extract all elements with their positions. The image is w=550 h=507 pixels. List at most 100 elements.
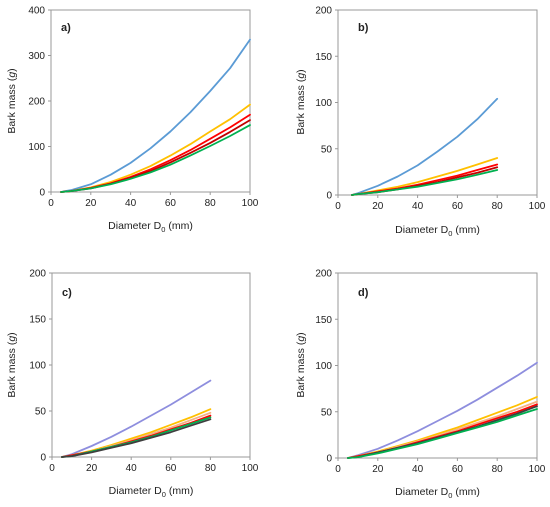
panel-a-ytick-label: 100 (28, 142, 45, 153)
panel-b-xtick-label: 0 (335, 201, 341, 212)
panel-b-ylabel-var: g (295, 73, 307, 79)
panel-a-ytick-label: 200 (28, 97, 45, 108)
panel-b-ylabel-prefix: Bark mass ( (295, 78, 307, 135)
panel-a-xlabel-main: Diameter D (108, 220, 162, 232)
panel-d-ytick-label: 0 (326, 454, 332, 465)
panel-c-xtick-label: 20 (86, 463, 98, 474)
panel-d-ylabel-prefix: Bark mass ( (295, 341, 307, 398)
panel-c-xtick-label: 60 (165, 463, 177, 474)
panel-d-xtick-label: 20 (372, 464, 384, 475)
panel-d-ylabel-var: g (295, 336, 307, 342)
panel-a-xtick-label: 40 (125, 198, 137, 209)
panel-d-ylabel-suffix: ) (295, 332, 307, 336)
panel-a-xlabel-sub: 0 (161, 225, 165, 234)
panel-b-xlabel-unit: (mm) (452, 224, 479, 236)
panel-c-ylabel: Bark mass (g) (6, 332, 18, 397)
panel-a-ylabel-suffix: ) (6, 68, 18, 72)
panel-d-xtick-label: 0 (335, 464, 341, 475)
panel-b-xtick-label: 40 (412, 201, 424, 212)
panel-b-xlabel: Diameter D0 (mm) (395, 224, 480, 238)
panel-c-series-3-line (61, 411, 212, 458)
panel-a-ylabel: Bark mass (g) (6, 68, 18, 133)
panel-b-xtick-label: 80 (492, 201, 504, 212)
panel-b-ylabel: Bark mass (g) (295, 69, 307, 134)
panel-d-xtick-label: 40 (412, 464, 424, 475)
panel-c-ytick-label: 0 (40, 453, 46, 464)
panel-a-frame (50, 9, 251, 193)
panel-b-ytick-label: 50 (321, 144, 333, 155)
panel-d-xlabel-main: Diameter D (395, 486, 449, 498)
panel-a-ylabel-var: g (6, 72, 18, 78)
panel-c-xlabel: Diameter D0 (mm) (109, 485, 194, 499)
panel-a-xtick-label: 100 (242, 198, 259, 209)
panel-d-label: d) (358, 287, 369, 299)
panel-b-series-5-line (350, 169, 499, 196)
panel-c-xtick-label: 0 (49, 463, 55, 474)
panel-a-series-4-line (60, 119, 251, 193)
panel-c-xlabel-main: Diameter D (109, 485, 163, 497)
panel-a: a) Diameter D0 (mm) Bark mass (g) 0 20 40 6… (6, 6, 259, 235)
panel-c-xtick-label: 80 (205, 463, 217, 474)
panel-c-ylabel-prefix: Bark mass ( (6, 341, 18, 398)
panel-b-xlabel-sub: 0 (448, 229, 452, 238)
panel-b-xtick-label: 100 (529, 201, 546, 212)
panel-b-label: b) (358, 22, 369, 34)
panel-d-xtick-label: 100 (529, 464, 546, 475)
panel-c-ytick-label: 200 (29, 269, 46, 280)
panel-d-xtick-label: 60 (452, 464, 464, 475)
panel-b-ytick-label: 200 (315, 6, 332, 17)
panel-b-series-2-line (350, 157, 499, 196)
panel-c-label: c) (62, 287, 72, 299)
panel-a-label: a) (61, 22, 71, 34)
panel-b-ytick-label: 0 (326, 191, 332, 202)
panel-c-xtick-label: 40 (126, 463, 138, 474)
panel-d-ytick-label: 100 (315, 361, 332, 372)
panel-b-ytick-label: 150 (315, 52, 332, 63)
panel-b-frame (337, 9, 538, 196)
panel-a-series-1-line (62, 38, 251, 193)
panel-d-xlabel: Diameter D0 (mm) (395, 486, 480, 500)
panel-c-xlabel-unit: (mm) (166, 485, 193, 497)
panel-a-xtick-label: 80 (205, 198, 217, 209)
panel-c-xlabel-sub: 0 (162, 490, 166, 499)
panel-a-series-3-line (60, 113, 251, 193)
panel-b-xtick-label: 60 (452, 201, 464, 212)
panel-c-series-6-line (61, 418, 212, 458)
panel-d-xlabel-unit: (mm) (452, 486, 479, 498)
panel-d-ytick-label: 150 (315, 315, 332, 326)
panel-b-ylabel-suffix: ) (295, 69, 307, 73)
panel-a-series-5-line (60, 124, 251, 193)
panel-a-ytick-label: 0 (39, 188, 45, 199)
panel-d-xtick-label: 80 (492, 464, 504, 475)
panel-b-xlabel-main: Diameter D (395, 224, 449, 236)
panel-d-ytick-label: 50 (321, 407, 333, 418)
panel-b-ytick-label: 100 (315, 98, 332, 109)
panel-d-series-6-line (346, 408, 538, 459)
panel-a-ytick-label: 300 (28, 51, 45, 62)
panel-c-xtick-label: 100 (242, 463, 259, 474)
panel-d-ylabel: Bark mass (g) (295, 332, 307, 397)
panel-c-ytick-label: 150 (29, 315, 46, 326)
panel-a-xtick-label: 60 (165, 198, 177, 209)
panel-a-ylabel-prefix: Bark mass ( (6, 77, 18, 134)
panel-d: d) Diameter D0 (mm) Bark mass (g) 0 20 40 6… (295, 269, 546, 501)
panel-a-xtick-label: 0 (48, 198, 54, 209)
panel-c-ytick-label: 50 (35, 407, 47, 418)
panel-d-ytick-label: 200 (315, 269, 332, 280)
panel-d-frame (337, 272, 538, 459)
panel-a-xlabel: Diameter D0 (mm) (108, 220, 193, 234)
panel-d-series-1-line (346, 361, 538, 459)
panel-a-series-2-line (60, 103, 251, 193)
panel-c-ytick-label: 100 (29, 361, 46, 372)
panel-a-xlabel-unit: (mm) (165, 220, 192, 232)
panel-c-ylabel-var: g (6, 336, 18, 342)
panel-b-series-1-line (350, 97, 499, 196)
panel-a-xtick-label: 20 (85, 198, 97, 209)
panel-a-ytick-label: 400 (28, 6, 45, 17)
panel-c-series-1-line (61, 379, 212, 458)
panel-b-xtick-label: 20 (372, 201, 384, 212)
panel-c-frame (51, 272, 251, 458)
panel-c: c) Diameter D0 (mm) Bark mass (g) 0 20 40 6… (6, 269, 259, 500)
panel-c-ylabel-suffix: ) (6, 332, 18, 336)
